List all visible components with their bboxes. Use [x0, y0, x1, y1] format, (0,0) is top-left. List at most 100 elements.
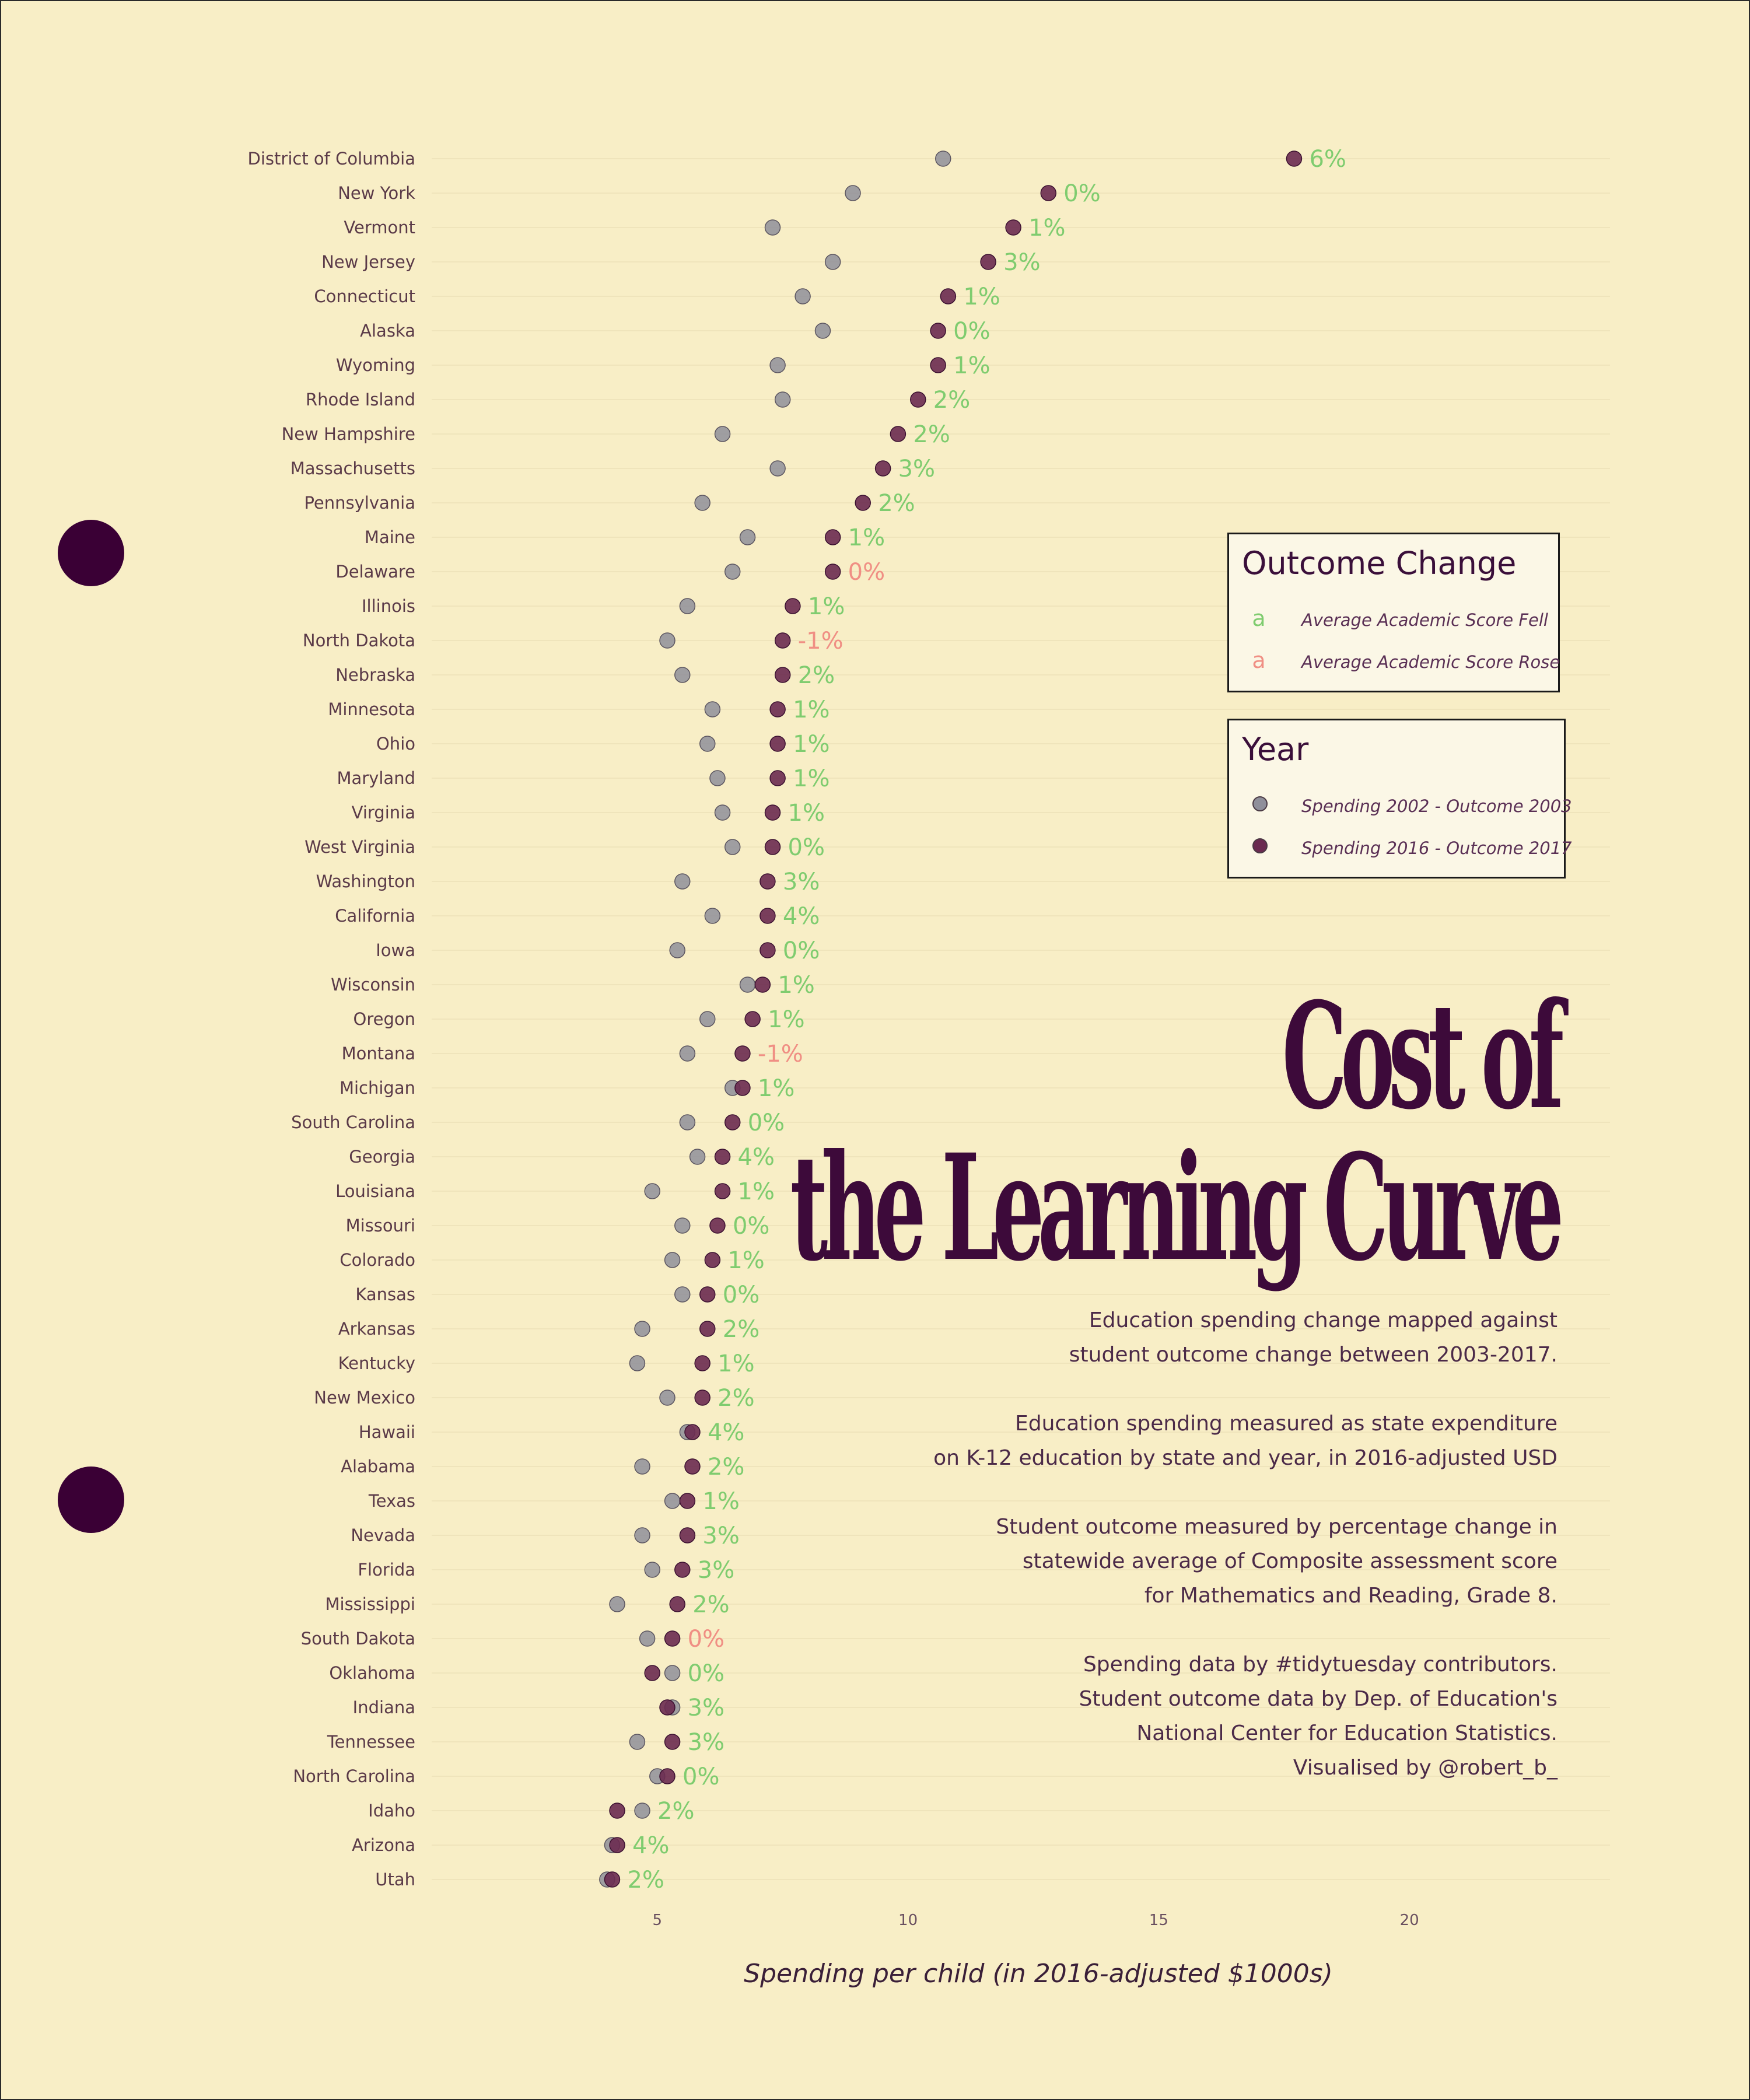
chart-title: Cost of the Learning Curve	[790, 980, 1564, 1293]
dot-2016	[774, 667, 791, 683]
change-label: 1%	[793, 731, 830, 758]
dot-2016	[744, 1011, 761, 1027]
dot-2016	[764, 839, 781, 855]
dot-2002	[699, 1011, 716, 1027]
dot-2002	[664, 1665, 681, 1681]
change-label: 4%	[738, 1144, 775, 1171]
state-label: West Virginia	[304, 837, 415, 857]
dot-2002	[644, 1562, 660, 1578]
dot-2016	[679, 1493, 696, 1509]
dot-2016	[769, 701, 786, 718]
change-label: 3%	[1003, 249, 1040, 276]
change-label: 1%	[788, 800, 825, 827]
dot-2016	[769, 770, 786, 786]
dot-2016	[694, 1355, 710, 1371]
dot-2002	[659, 1390, 676, 1406]
legend-item-rose: a Average Academic Score Rose	[1242, 644, 1560, 679]
dot-2016	[609, 1803, 625, 1819]
change-label: 3%	[698, 1557, 734, 1584]
legend-item-fell: a Average Academic Score Fell	[1242, 602, 1557, 637]
dot-2002	[664, 1252, 681, 1268]
dot-2016	[760, 942, 776, 958]
binder-hole-bottom	[58, 1466, 124, 1533]
change-label: 2%	[657, 1798, 694, 1825]
dot-2002	[724, 839, 741, 855]
state-label: Alabama	[341, 1457, 415, 1476]
dot-2016	[684, 1424, 701, 1440]
dot-2016	[930, 357, 946, 373]
state-label: Delaware	[335, 562, 415, 582]
dot-2016	[674, 1562, 691, 1578]
change-label: 2%	[933, 387, 970, 414]
dot-2016	[785, 598, 801, 614]
state-label: North Carolina	[293, 1766, 415, 1786]
legend-year-title: Year	[1242, 731, 1309, 768]
x-tick-label: 20	[1400, 1912, 1419, 1929]
change-label: 2%	[798, 662, 835, 689]
state-label: Utah	[375, 1870, 415, 1889]
change-label: 1%	[1028, 215, 1065, 242]
dot-2016	[684, 1458, 701, 1475]
dot-2016	[760, 873, 776, 890]
change-label: 1%	[793, 765, 830, 792]
change-label: 3%	[783, 869, 820, 895]
dot-2002	[694, 495, 710, 511]
change-label: 0%	[1063, 180, 1100, 207]
change-label: 1%	[702, 1488, 739, 1515]
dot-2002	[704, 908, 721, 924]
dot-2002	[634, 1458, 650, 1475]
state-label: Illinois	[362, 596, 415, 616]
state-label: New York	[338, 183, 415, 203]
dot-2002	[644, 1183, 660, 1199]
dot-2002	[769, 357, 786, 373]
state-label: Nevada	[351, 1525, 415, 1545]
change-label: 2%	[627, 1867, 664, 1894]
legend-label-2002: Spending 2002 - Outcome 2003	[1301, 796, 1572, 816]
state-label: South Dakota	[301, 1629, 415, 1648]
state-label: Georgia	[349, 1147, 415, 1167]
dot-2002	[679, 598, 696, 614]
legend-dot-2002	[1252, 796, 1268, 811]
dot-2002	[629, 1734, 646, 1750]
dot-2016	[699, 1321, 716, 1337]
legend-outcome-change: Outcome Change a Average Academic Score …	[1227, 533, 1560, 692]
state-label: Nebraska	[335, 665, 415, 685]
dot-2002	[739, 977, 756, 993]
dot-2016	[724, 1114, 741, 1130]
state-label: Indiana	[353, 1698, 415, 1717]
dot-2016	[659, 1699, 676, 1716]
change-label: 0%	[783, 937, 820, 964]
dot-2016	[734, 1080, 751, 1096]
change-label: 3%	[702, 1522, 739, 1549]
change-label: 6%	[1309, 146, 1346, 173]
state-label: Oklahoma	[329, 1663, 415, 1683]
chart-description: Education spending change mapped against…	[799, 1303, 1558, 1819]
state-label: Oregon	[354, 1009, 415, 1029]
dot-2002	[674, 667, 691, 683]
state-label: Kansas	[355, 1284, 415, 1304]
dot-2016	[644, 1665, 660, 1681]
dot-2016	[714, 1183, 731, 1199]
dot-2002	[634, 1527, 650, 1544]
change-label: 2%	[913, 421, 950, 448]
state-label: Alaska	[360, 321, 415, 341]
dot-2002	[664, 1493, 681, 1509]
state-label: New Jersey	[321, 252, 415, 272]
change-label: 2%	[718, 1385, 754, 1412]
dot-2016	[874, 460, 891, 477]
dot-2002	[724, 564, 741, 580]
dot-2016	[824, 564, 841, 580]
dot-2016	[709, 1217, 726, 1234]
dot-2016	[734, 1045, 751, 1062]
x-axis-title: Spending per child (in 2016-adjusted $10…	[744, 1959, 1333, 1989]
dot-2002	[674, 1217, 691, 1234]
dot-2002	[814, 323, 831, 339]
title-line-2: the Learning Curve	[790, 1122, 1564, 1293]
change-label: 1%	[793, 696, 830, 723]
dot-2016	[669, 1596, 685, 1612]
dot-2016	[694, 1390, 710, 1406]
state-label: Arkansas	[338, 1319, 415, 1339]
dot-2016	[699, 1286, 716, 1303]
state-label: Rhode Island	[306, 390, 415, 410]
